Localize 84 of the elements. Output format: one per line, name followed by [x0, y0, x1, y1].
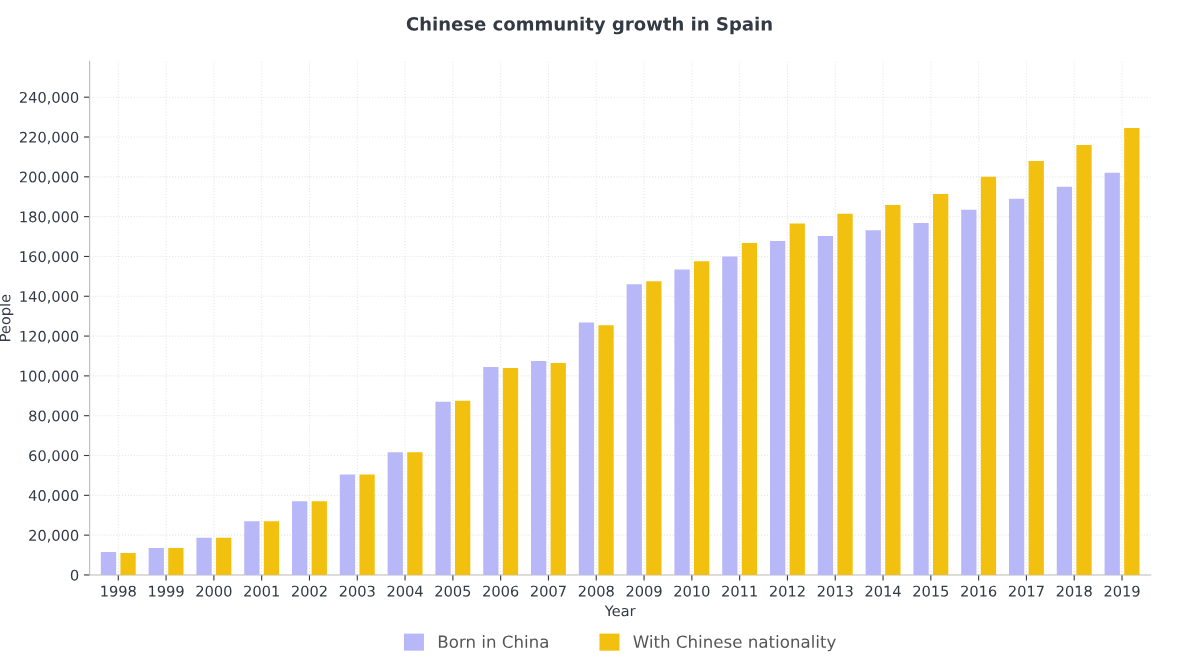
x-tick-label: 2018	[1056, 585, 1092, 597]
bar	[837, 213, 853, 575]
bar	[865, 230, 881, 575]
bar	[387, 452, 403, 575]
legend-label: With Chinese nationality	[633, 635, 836, 652]
bar	[359, 474, 375, 575]
y-tick-label: 0	[70, 569, 79, 581]
x-tick-label: 1998	[101, 585, 136, 597]
x-axis-title: Year	[604, 605, 636, 617]
bar	[502, 367, 519, 575]
bar	[722, 256, 738, 575]
x-tick-label: 2009	[626, 585, 662, 597]
bar	[961, 209, 977, 575]
x-tick-label: 2005	[435, 585, 471, 597]
x-tick-label: 2001	[244, 585, 279, 597]
bar	[913, 223, 929, 575]
y-tick-label: 220,000	[19, 131, 79, 145]
y-axis-title: People	[0, 294, 14, 341]
y-tick-label: 180,000	[20, 211, 79, 224]
bar	[1056, 186, 1073, 575]
x-tick-label: 2017	[1008, 585, 1044, 597]
x-tick-label: 2013	[817, 585, 853, 597]
x-tick-label: 2007	[530, 585, 566, 597]
bar	[244, 521, 260, 575]
bar	[1124, 128, 1140, 575]
y-tick-label: 240,000	[19, 91, 79, 105]
y-tick-label: 160,000	[20, 251, 79, 264]
x-tick-label: 2003	[339, 585, 375, 597]
bar	[694, 261, 710, 575]
x-tick-label: 2011	[722, 585, 757, 597]
bar	[674, 269, 690, 575]
bar	[196, 537, 212, 575]
bar	[578, 322, 595, 575]
bar	[932, 193, 949, 575]
bar	[216, 537, 232, 575]
bar	[980, 176, 997, 575]
bar	[1008, 198, 1025, 575]
y-tick-label: 140,000	[20, 290, 79, 304]
bar	[148, 548, 164, 575]
y-tick-label: 100,000	[20, 370, 79, 384]
bar	[407, 452, 423, 575]
bar	[885, 205, 901, 575]
bar	[311, 501, 327, 575]
bar	[1028, 160, 1044, 575]
bar	[263, 521, 280, 575]
bar	[789, 223, 805, 575]
y-tick-label: 40,000	[28, 490, 79, 503]
x-tick-label: 2002	[291, 585, 327, 597]
x-tick-label: 1999	[149, 585, 184, 597]
bar	[100, 552, 117, 575]
bar	[455, 400, 471, 575]
bar	[339, 474, 356, 575]
legend-label: Born in China	[438, 635, 548, 649]
y-tick-label: 60,000	[29, 450, 79, 463]
y-tick-label: 80,000	[29, 410, 79, 423]
x-tick-label: 2010	[674, 585, 710, 597]
x-tick-label: 2019	[1104, 585, 1140, 597]
bar	[741, 243, 758, 575]
x-tick-label: 2004	[387, 585, 423, 597]
y-tick-label: 120,000	[20, 330, 79, 344]
y-tick-label: 20,000	[29, 529, 79, 543]
bar	[1104, 172, 1120, 575]
bar	[168, 548, 184, 575]
chart-title: Chinese community growth in Spain	[406, 16, 772, 35]
bar	[626, 284, 642, 575]
y-tick-label: 200,000	[19, 171, 79, 185]
bar	[646, 281, 662, 575]
x-tick-label: 2016	[961, 585, 997, 597]
bar	[531, 360, 547, 575]
bar	[292, 501, 308, 575]
x-tick-label: 2006	[483, 585, 519, 597]
bar	[483, 366, 499, 575]
bar	[120, 553, 136, 575]
x-tick-label: 2000	[196, 585, 232, 597]
x-tick-label: 2012	[769, 585, 805, 597]
bar	[817, 235, 834, 575]
bar	[550, 362, 566, 575]
bar	[770, 241, 786, 575]
bar	[598, 325, 614, 575]
bar	[435, 401, 451, 575]
x-tick-label: 2015	[913, 585, 949, 597]
bar	[1076, 144, 1092, 575]
x-tick-label: 2014	[865, 585, 901, 597]
x-tick-label: 2008	[578, 585, 614, 597]
